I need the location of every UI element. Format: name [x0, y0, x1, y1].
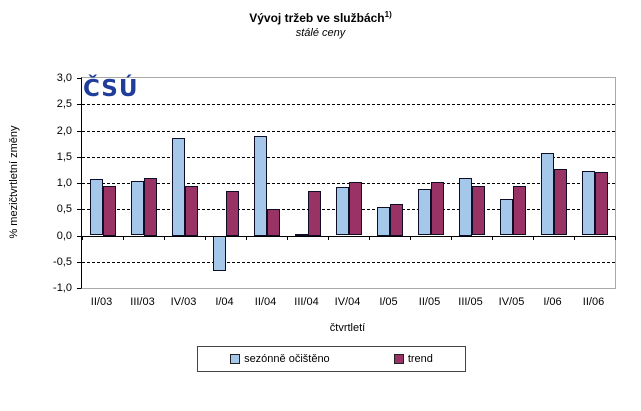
x-axis-tick-label: II/04	[254, 296, 277, 308]
bar-trend	[307, 190, 321, 236]
csu-logo: ČSÚ	[83, 76, 139, 102]
chart-title-footnote-marker: 1)	[384, 10, 392, 19]
x-axis-tick	[287, 235, 288, 240]
bar-trend	[184, 185, 198, 236]
x-axis-tick-label: I/04	[215, 296, 234, 308]
legend-item: trend	[393, 353, 433, 365]
bar-sezonne-ocisteno	[540, 153, 554, 236]
x-axis-tick	[492, 235, 493, 240]
chart-header: Vývoj tržeb ve službách1) stálé ceny	[0, 10, 641, 39]
y-axis-tick-label: 0,0	[56, 229, 72, 242]
y-axis-tick-label: -1,0	[53, 282, 72, 294]
y-axis-tick	[77, 209, 81, 211]
bar-trend	[553, 168, 567, 236]
x-axis-tick-label: III/03	[130, 296, 155, 308]
gridline	[82, 261, 615, 263]
bar-trend	[430, 181, 444, 236]
x-axis-tick	[451, 235, 452, 240]
bar-sezonne-ocisteno	[335, 186, 349, 236]
bar-trend	[471, 186, 485, 236]
y-axis-tick-label: 2,5	[56, 98, 72, 111]
bar-trend	[102, 185, 116, 236]
x-axis-title: čtvrtletí	[329, 322, 366, 334]
y-axis-tick	[77, 78, 81, 79]
bar-trend	[225, 190, 239, 236]
bar-trend	[594, 171, 608, 236]
legend-swatch-seasonally-adjusted	[230, 354, 241, 364]
chart-title-text: Vývoj tržeb ve službách	[249, 11, 385, 25]
bar-sezonne-ocisteno	[130, 181, 144, 236]
x-axis-tick	[574, 235, 575, 240]
bar-trend	[143, 177, 157, 236]
bar-sezonne-ocisteno	[499, 199, 513, 236]
x-axis-line	[82, 235, 615, 237]
y-axis-tick	[77, 261, 81, 263]
y-axis-tick-label: -0,5	[53, 255, 72, 268]
x-axis-tick	[164, 235, 165, 240]
legend-item: sezónně očištěno	[230, 353, 330, 365]
bar-trend	[389, 204, 403, 236]
bar-sezonne-ocisteno	[376, 206, 390, 236]
y-axis-tick-label: 2,0	[56, 124, 72, 137]
y-axis-tick	[77, 130, 81, 132]
y-axis-tick	[77, 235, 81, 237]
x-axis-tick-label: II/05	[418, 296, 441, 308]
y-axis-title: % mezičtvrtletní změny	[8, 125, 20, 239]
x-axis-tick	[123, 235, 124, 240]
x-axis-tick-label: IV/03	[170, 296, 197, 308]
x-axis-tick	[82, 235, 83, 240]
y-axis-tick-label: 0,5	[56, 203, 72, 216]
x-axis-tick	[369, 235, 370, 240]
y-axis-tick	[77, 183, 81, 184]
gridline	[82, 156, 615, 158]
x-axis-tick-label: I/06	[543, 296, 562, 308]
x-axis-tick-label: III/05	[458, 296, 483, 308]
legend-label: sezónně očištěno	[244, 353, 330, 365]
x-axis-tick-label: III/04	[294, 296, 319, 308]
x-axis-tick-label: IV/05	[498, 296, 525, 308]
y-axis-tick	[77, 156, 81, 158]
bar-sezonne-ocisteno	[417, 189, 431, 236]
x-axis-tick-label: II/06	[582, 296, 605, 308]
y-axis-tick-label: 3,0	[56, 72, 72, 84]
x-axis-tick-label: I/05	[379, 296, 398, 308]
bar-sezonne-ocisteno	[171, 138, 185, 236]
bar-sezonne-ocisteno	[89, 178, 103, 236]
x-axis-tick	[205, 235, 206, 240]
bar-sezonne-ocisteno	[253, 135, 267, 236]
bar-sezonne-ocisteno	[581, 170, 595, 236]
gridline	[82, 130, 615, 132]
bar-sezonne-ocisteno	[212, 235, 226, 271]
x-axis-tick	[615, 235, 616, 240]
plot-area: 3,0 2,5 2,0 1,5 1,0 0,5 0,0 -0,5 -1,0	[53, 72, 616, 294]
chart-subtitle: stálé ceny	[295, 27, 346, 39]
x-axis-tick-label: IV/04	[334, 296, 361, 308]
x-axis-tick	[533, 235, 534, 240]
y-axis-tick	[77, 104, 81, 106]
bar-trend	[266, 209, 280, 236]
chart-title: Vývoj tržeb ve službách1)	[0, 10, 641, 25]
gridline	[82, 104, 615, 106]
bar-trend	[512, 186, 526, 236]
x-axis-tick	[328, 235, 329, 240]
bar-trend	[348, 181, 362, 236]
y-axis-tick	[77, 288, 81, 289]
bar-sezonne-ocisteno	[294, 233, 308, 236]
x-axis-tick-label: II/03	[90, 296, 113, 308]
x-axis-tick	[410, 235, 411, 240]
legend-swatch-trend	[393, 354, 404, 364]
x-axis-tick-labels: II/03 III/03 IV/03 I/04 II/04 III/04 IV/04 I/05…	[81, 296, 614, 310]
y-axis-tick-label: 1,5	[56, 150, 72, 163]
x-axis-tick	[246, 235, 247, 240]
legend-label: trend	[407, 353, 433, 365]
y-axis-tick-label: 1,0	[56, 177, 72, 189]
bar-sezonne-ocisteno	[458, 177, 472, 236]
legend: sezónně očištěno trend	[197, 346, 466, 372]
